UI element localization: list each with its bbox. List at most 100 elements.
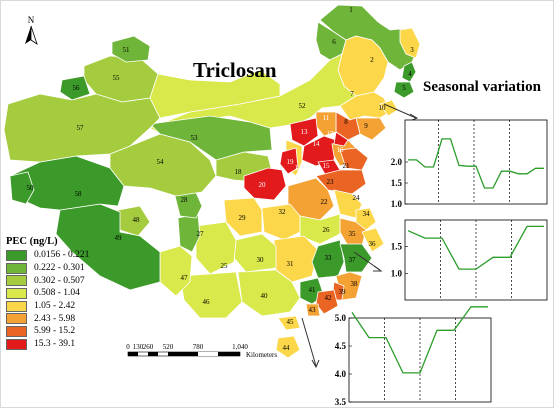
seasonal-charts: 2.0 1.5 1.0 1.5 1.0 5.0 4.5 4.0 3.5 [335, 119, 548, 407]
region-label: 7 [350, 90, 354, 98]
legend-item: 0.302 - 0.507 [6, 274, 128, 287]
north-arrow-icon: N [25, 15, 38, 45]
region-label: 24 [353, 194, 361, 202]
chart-frame [404, 119, 548, 205]
scale-tick: 130 [133, 343, 144, 351]
region-label: 27 [197, 230, 205, 238]
north-arrow-label: N [28, 15, 35, 25]
scale-tick: 1,040 [232, 343, 248, 351]
region-label: 31 [287, 260, 295, 268]
region-30 [233, 233, 277, 273]
region-label: 40 [261, 292, 269, 300]
legend-item: 2.43 - 5.98 [6, 312, 128, 325]
region-label: 34 [363, 210, 371, 218]
legend-swatch [6, 262, 27, 274]
region-19 [279, 147, 299, 175]
y-tick-label: 5.0 [335, 313, 347, 323]
y-tick-label: 3.5 [335, 397, 347, 407]
seasonal-variation-title: Seasonal variation [423, 79, 541, 95]
legend: PEC (ng/L) 0.0156 - 0.221 0.222 - 0.301 0.… [6, 236, 128, 351]
region-label: 38 [351, 280, 359, 288]
region-4 [401, 61, 417, 83]
region-label: 22 [321, 198, 329, 206]
region-label: 33 [325, 254, 333, 262]
region-label: 50 [27, 184, 35, 192]
region-label: 45 [287, 318, 295, 326]
region-label: 11 [323, 114, 330, 122]
region-label: 48 [133, 216, 141, 224]
region-26 [299, 213, 341, 245]
legend-swatch [6, 275, 27, 287]
scale-tick: 0 [126, 343, 130, 351]
legend-label: 0.0156 - 0.221 [34, 250, 90, 261]
region-label: 28 [181, 196, 189, 204]
figure-title: Triclosan [193, 58, 277, 82]
region-label: 44 [283, 344, 291, 352]
region-label: 41 [309, 286, 317, 294]
legend-label: 1.05 - 2.42 [34, 301, 76, 312]
region-46 [179, 271, 243, 319]
region-label: 20 [259, 181, 267, 189]
legend-label: 0.222 - 0.301 [34, 263, 85, 274]
series-line [408, 138, 544, 189]
legend-label: 2.43 - 5.98 [34, 313, 76, 324]
region-label: 43 [309, 306, 317, 314]
region-57 [3, 93, 161, 163]
region-label: 10 [379, 104, 387, 112]
region-label: 21 [343, 162, 351, 170]
region-label: 9 [364, 122, 368, 130]
region-21 [339, 147, 369, 171]
seasonal-chart: 2.0 1.5 1.0 [391, 119, 548, 209]
legend-item: 0.508 - 1.04 [6, 287, 128, 300]
y-tick-label: 1.0 [391, 199, 403, 209]
region-45 [277, 315, 301, 331]
region-label: 13 [301, 128, 309, 136]
province-polygons [3, 4, 421, 359]
region-20 [243, 167, 287, 201]
region-label: 37 [349, 256, 357, 264]
region-52b [149, 69, 281, 119]
region-label: 53 [191, 134, 199, 142]
y-tick-label: 1.5 [391, 178, 403, 188]
region-label: 56 [73, 84, 81, 92]
region-label: 4 [408, 70, 412, 78]
region-40 [237, 269, 301, 317]
region-label: 30 [257, 256, 265, 264]
region-label: 6 [332, 38, 336, 46]
scale-tick: 780 [193, 343, 204, 351]
region-36 [361, 227, 385, 253]
legend-item: 15.3 - 39.1 [6, 338, 128, 351]
region-label: 42 [325, 294, 333, 302]
region-label: 8 [344, 118, 348, 126]
y-tick-label: 1.0 [391, 268, 403, 278]
region-label: 26 [323, 226, 331, 234]
y-tick-label: 1.5 [391, 242, 403, 252]
region-label: 18 [235, 168, 243, 176]
region-label: 57 [77, 124, 85, 132]
region-label: 51 [123, 46, 131, 54]
region-13 [289, 117, 319, 147]
region-label: 39 [339, 288, 347, 296]
legend-label: 5.99 - 15.2 [34, 326, 76, 337]
legend-item: 1.05 - 2.42 [6, 300, 128, 313]
legend-item: 5.99 - 15.2 [6, 325, 128, 338]
legend-item: 0.222 - 0.301 [6, 262, 128, 275]
region-label: 16 [337, 146, 345, 154]
series-line [351, 306, 488, 374]
legend-swatch [6, 249, 27, 261]
region-label: 47 [181, 274, 189, 282]
legend-items: 0.0156 - 0.221 0.222 - 0.301 0.302 - 0.507… [6, 249, 128, 351]
legend-swatch [6, 325, 27, 337]
region-label: 58 [75, 190, 83, 198]
region-42 [315, 289, 339, 315]
region-25 [195, 221, 237, 275]
region-5 [393, 81, 415, 99]
legend-label: 15.3 - 39.1 [34, 339, 76, 350]
legend-swatch [6, 338, 27, 350]
region-label: 14 [313, 140, 321, 148]
region-label: 1 [349, 6, 353, 14]
region-label: 36 [369, 240, 377, 248]
region-44 [275, 335, 301, 359]
seasonal-chart: 1.5 1.0 [391, 219, 548, 301]
